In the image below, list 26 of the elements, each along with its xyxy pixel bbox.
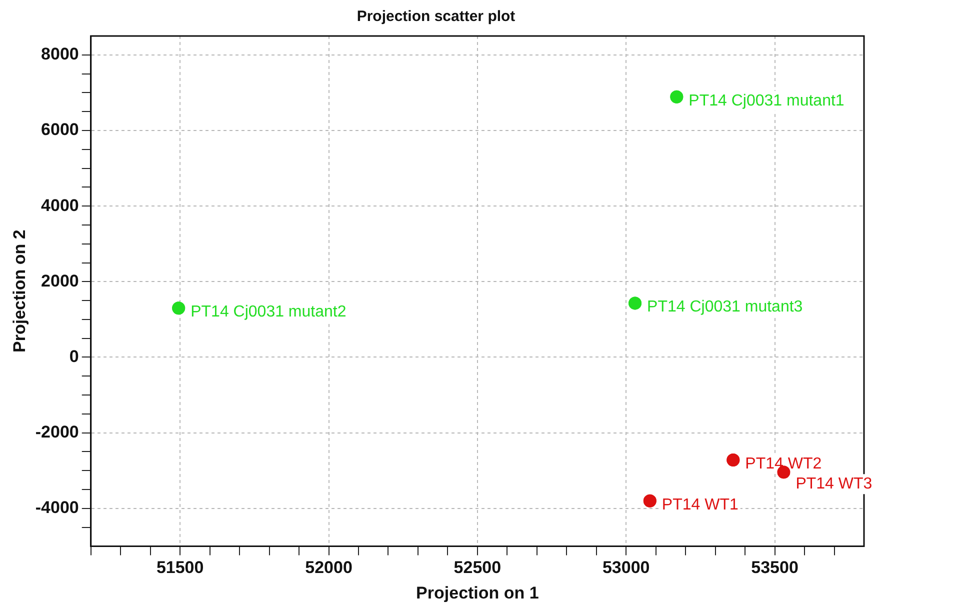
y-tick-label: 0 <box>69 346 79 366</box>
y-tick-label: 8000 <box>41 44 79 64</box>
series-label: PT14 WT2 <box>745 455 822 472</box>
series-label: PT14 Cj0031 mutant2 <box>190 304 346 321</box>
point <box>643 494 656 508</box>
x-tick-label: 53500 <box>751 558 798 578</box>
chart-title: Projection scatter plot <box>356 8 516 26</box>
point <box>172 302 186 315</box>
y-tick-label: -4000 <box>35 498 79 518</box>
point <box>628 296 642 310</box>
y-tick-label: -2000 <box>35 422 79 442</box>
y-tick-label: 2000 <box>41 271 79 290</box>
series-label: PT14 WT3 <box>796 476 872 493</box>
y-axis-title: Projection on 2 <box>10 230 29 352</box>
series-label: PT14 Cj0031 mutant3 <box>647 298 803 316</box>
x-tick-label: 51500 <box>156 558 204 578</box>
point <box>726 454 740 467</box>
point <box>670 90 684 104</box>
x-tick-label: 53000 <box>602 558 650 578</box>
x-tick-label: 52000 <box>305 558 352 578</box>
x-tick-label: 52500 <box>454 558 502 578</box>
y-tick-label: 4000 <box>41 196 79 215</box>
x-axis-title: Projection on 1 <box>416 583 539 602</box>
y-tick-label: 6000 <box>41 120 79 140</box>
series-label: PT14 Cj0031 mutant1 <box>688 92 844 110</box>
series-label: PT14 WT1 <box>662 496 738 514</box>
